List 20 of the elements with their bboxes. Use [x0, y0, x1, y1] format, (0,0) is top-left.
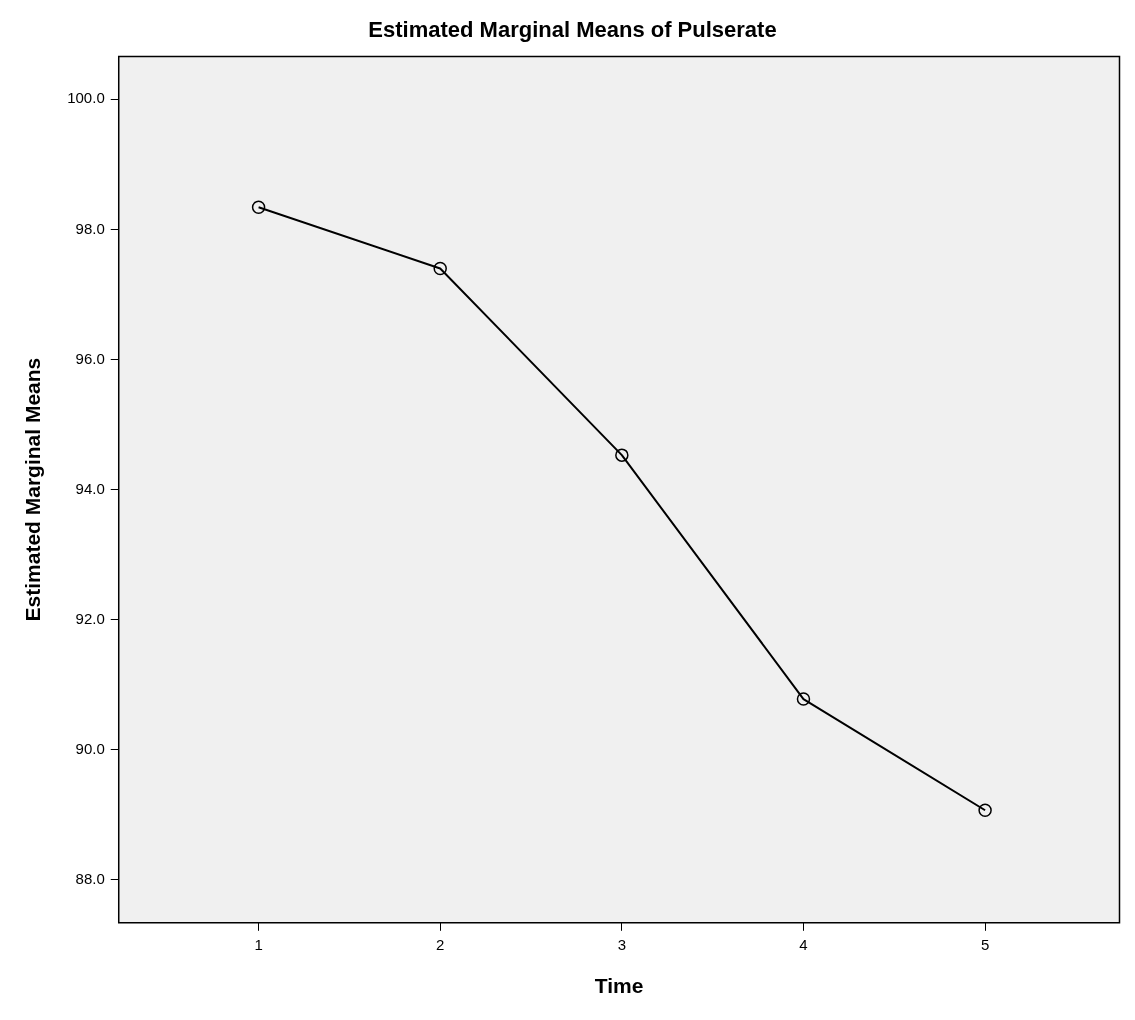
y-tick-label: 92.0: [75, 609, 105, 627]
point: [433, 261, 447, 276]
x-axis-title: Time: [594, 974, 644, 998]
y-tick-label: 94.0: [75, 479, 105, 497]
y-tick-label: 100.0: [67, 89, 105, 107]
y-tick-label: 98.0: [75, 219, 105, 237]
chart-title: Estimated Marginal Means of Pulserate: [368, 17, 777, 43]
y-tick-label: 90.0: [75, 739, 105, 757]
point: [978, 803, 992, 818]
point: [796, 692, 811, 706]
y-tick-label: 96.0: [75, 349, 105, 367]
x-tick-label: 3: [617, 935, 627, 953]
point: [615, 448, 629, 462]
y-tick-label: 88.0: [75, 870, 105, 888]
x-tick-label: 2: [436, 935, 445, 953]
y-axis-title: Estimated Marginal Means: [21, 357, 45, 622]
x-tick-label: 5: [980, 935, 990, 953]
point: [251, 200, 266, 215]
x-tick-label: 1: [254, 935, 263, 953]
x-tick-label: 4: [799, 935, 808, 953]
